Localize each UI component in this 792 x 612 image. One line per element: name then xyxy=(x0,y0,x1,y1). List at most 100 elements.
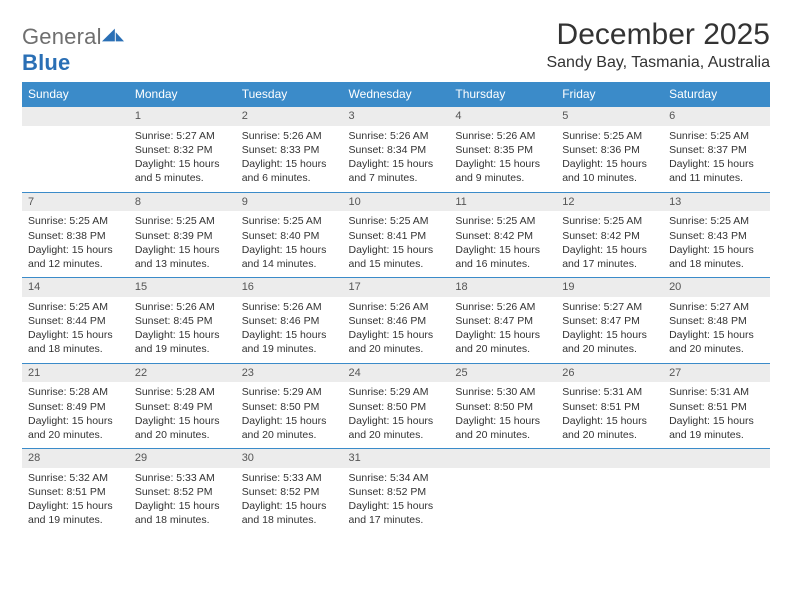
daylight-text: Daylight: 15 hours and 16 minutes. xyxy=(455,243,550,271)
logo-word2: Blue xyxy=(22,50,70,75)
sunrise-text: Sunrise: 5:33 AM xyxy=(242,471,337,485)
daylight-text: Daylight: 15 hours and 19 minutes. xyxy=(669,414,764,442)
title-block: December 2025 Sandy Bay, Tasmania, Austr… xyxy=(546,18,770,72)
day-cell: Sunrise: 5:32 AMSunset: 8:51 PMDaylight:… xyxy=(22,468,129,534)
day-cell: Sunrise: 5:26 AMSunset: 8:47 PMDaylight:… xyxy=(449,297,556,363)
day-cell: Sunrise: 5:25 AMSunset: 8:41 PMDaylight:… xyxy=(343,211,450,277)
day-number: 20 xyxy=(663,278,770,297)
daylight-text: Daylight: 15 hours and 14 minutes. xyxy=(242,243,337,271)
sunset-text: Sunset: 8:52 PM xyxy=(135,485,230,499)
day-cell xyxy=(449,468,556,534)
daylight-text: Daylight: 15 hours and 17 minutes. xyxy=(562,243,657,271)
content-row: Sunrise: 5:32 AMSunset: 8:51 PM Daylight:… xyxy=(22,468,770,534)
day-number: 21 xyxy=(22,363,129,382)
sunset-text: Sunset: 8:51 PM xyxy=(28,485,123,499)
day-cell: Sunrise: 5:26 AMSunset: 8:34 PMDaylight:… xyxy=(343,126,450,192)
day-number: 30 xyxy=(236,449,343,468)
calendar-header: SundayMondayTuesdayWednesdayThursdayFrid… xyxy=(22,82,770,107)
day-cell: Sunrise: 5:31 AMSunset: 8:51 PMDaylight:… xyxy=(663,382,770,448)
sunrise-text: Sunrise: 5:33 AM xyxy=(135,471,230,485)
day-number: 7 xyxy=(22,192,129,211)
day-cell: Sunrise: 5:31 AMSunset: 8:51 PMDaylight:… xyxy=(556,382,663,448)
content-row: Sunrise: 5:25 AMSunset: 8:44 PMDaylight:… xyxy=(22,297,770,363)
day-number xyxy=(22,107,129,126)
sunrise-text: Sunrise: 5:26 AM xyxy=(349,129,444,143)
day-number: 6 xyxy=(663,107,770,126)
day-number: 22 xyxy=(129,363,236,382)
day-cell xyxy=(556,468,663,534)
day-cell: Sunrise: 5:28 AMSunset: 8:49 PMDaylight:… xyxy=(129,382,236,448)
sunrise-text: Sunrise: 5:27 AM xyxy=(135,129,230,143)
daylight-text: Daylight: 15 hours and 15 minutes. xyxy=(349,243,444,271)
day-cell: Sunrise: 5:26 AMSunset: 8:46 PMDaylight:… xyxy=(343,297,450,363)
sunset-text: Sunset: 8:49 PM xyxy=(135,400,230,414)
sunrise-text: Sunrise: 5:25 AM xyxy=(242,214,337,228)
sunrise-text: Sunrise: 5:29 AM xyxy=(242,385,337,399)
daylight-text: Daylight: 15 hours and 20 minutes. xyxy=(135,414,230,442)
logo: General Blue xyxy=(22,24,124,76)
day-cell: Sunrise: 5:25 AMSunset: 8:43 PMDaylight:… xyxy=(663,211,770,277)
daylight-text: Daylight: 15 hours and 13 minutes. xyxy=(135,243,230,271)
day-cell: Sunrise: 5:25 AMSunset: 8:42 PMDaylight:… xyxy=(556,211,663,277)
sunrise-text: Sunrise: 5:27 AM xyxy=(562,300,657,314)
calendar-table: SundayMondayTuesdayWednesdayThursdayFrid… xyxy=(22,82,770,534)
sunrise-text: Sunrise: 5:25 AM xyxy=(455,214,550,228)
day-number: 24 xyxy=(343,363,450,382)
sunrise-text: Sunrise: 5:25 AM xyxy=(562,214,657,228)
daynum-row: 123456 xyxy=(22,107,770,126)
sunset-text: Sunset: 8:49 PM xyxy=(28,400,123,414)
daylight-text: Daylight: 15 hours and 6 minutes. xyxy=(242,157,337,185)
daylight-text: Daylight: 15 hours and 20 minutes. xyxy=(455,414,550,442)
day-number: 4 xyxy=(449,107,556,126)
daylight-text: Daylight: 15 hours and 18 minutes. xyxy=(135,499,230,527)
sunset-text: Sunset: 8:47 PM xyxy=(455,314,550,328)
sunrise-text: Sunrise: 5:26 AM xyxy=(242,300,337,314)
day-number: 29 xyxy=(129,449,236,468)
day-number: 25 xyxy=(449,363,556,382)
sunrise-text: Sunrise: 5:25 AM xyxy=(349,214,444,228)
sunset-text: Sunset: 8:48 PM xyxy=(669,314,764,328)
daynum-row: 14151617181920 xyxy=(22,278,770,297)
sunset-text: Sunset: 8:35 PM xyxy=(455,143,550,157)
day-number: 1 xyxy=(129,107,236,126)
day-number: 19 xyxy=(556,278,663,297)
sunrise-text: Sunrise: 5:26 AM xyxy=(135,300,230,314)
logo-mark-icon xyxy=(102,26,124,44)
sunrise-text: Sunrise: 5:25 AM xyxy=(669,214,764,228)
weekday-header: Sunday xyxy=(22,82,129,107)
daylight-text: Daylight: 15 hours and 20 minutes. xyxy=(28,414,123,442)
sunset-text: Sunset: 8:43 PM xyxy=(669,229,764,243)
sunset-text: Sunset: 8:45 PM xyxy=(135,314,230,328)
day-cell: Sunrise: 5:25 AMSunset: 8:44 PMDaylight:… xyxy=(22,297,129,363)
daylight-text: Daylight: 15 hours and 9 minutes. xyxy=(455,157,550,185)
sunset-text: Sunset: 8:33 PM xyxy=(242,143,337,157)
day-cell: Sunrise: 5:26 AMSunset: 8:33 PMDaylight:… xyxy=(236,126,343,192)
daylight-text: Daylight: 15 hours and 20 minutes. xyxy=(669,328,764,356)
day-number: 15 xyxy=(129,278,236,297)
day-cell: Sunrise: 5:34 AMSunset: 8:52 PMDaylight:… xyxy=(343,468,450,534)
day-cell: Sunrise: 5:25 AMSunset: 8:39 PMDaylight:… xyxy=(129,211,236,277)
day-number: 12 xyxy=(556,192,663,211)
daylight-text: Daylight: 15 hours and 20 minutes. xyxy=(242,414,337,442)
day-cell: Sunrise: 5:25 AMSunset: 8:38 PMDaylight:… xyxy=(22,211,129,277)
sunrise-text: Sunrise: 5:32 AM xyxy=(28,471,123,485)
header-bar: General Blue December 2025 Sandy Bay, Ta… xyxy=(22,18,770,76)
sunset-text: Sunset: 8:50 PM xyxy=(349,400,444,414)
day-number: 10 xyxy=(343,192,450,211)
daylight-text: Daylight: 15 hours and 20 minutes. xyxy=(349,414,444,442)
day-number: 11 xyxy=(449,192,556,211)
daylight-text: Daylight: 15 hours and 20 minutes. xyxy=(349,328,444,356)
day-number: 23 xyxy=(236,363,343,382)
daylight-text: Daylight: 15 hours and 18 minutes. xyxy=(669,243,764,271)
sunset-text: Sunset: 8:39 PM xyxy=(135,229,230,243)
day-cell: Sunrise: 5:30 AMSunset: 8:50 PMDaylight:… xyxy=(449,382,556,448)
day-number: 28 xyxy=(22,449,129,468)
sunset-text: Sunset: 8:51 PM xyxy=(562,400,657,414)
day-number: 16 xyxy=(236,278,343,297)
day-cell xyxy=(22,126,129,192)
sunrise-text: Sunrise: 5:25 AM xyxy=(135,214,230,228)
sunrise-text: Sunrise: 5:31 AM xyxy=(562,385,657,399)
sunrise-text: Sunrise: 5:34 AM xyxy=(349,471,444,485)
daynum-row: 28293031 xyxy=(22,449,770,468)
day-cell: Sunrise: 5:27 AMSunset: 8:32 PMDaylight:… xyxy=(129,126,236,192)
